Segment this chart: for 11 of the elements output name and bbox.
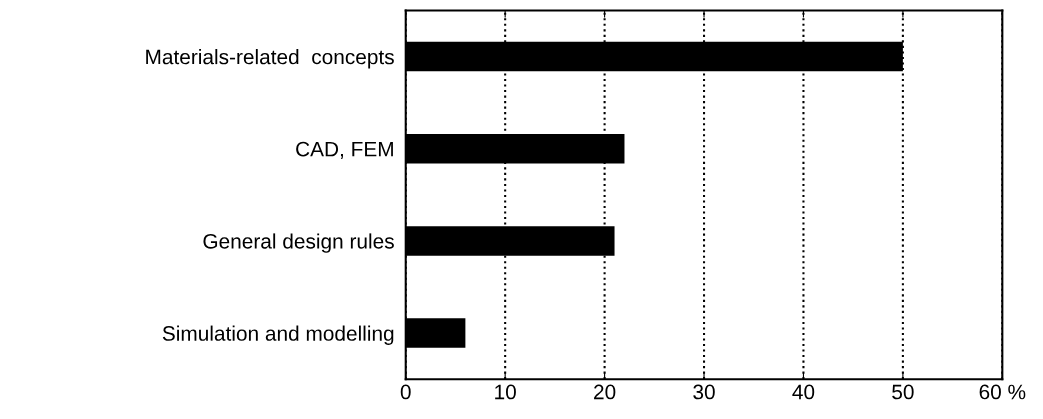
y-tick-label: CAD, FEM	[296, 141, 393, 159]
y-tick-label: Materials-related concepts	[146, 49, 394, 69]
x-tick-label: 0	[400, 384, 411, 400]
x-tick-label: 50	[892, 384, 914, 400]
x-tick-label: 40	[792, 384, 815, 400]
x-tick-label: 30	[693, 384, 715, 400]
x-tick-label: 60 %	[979, 384, 1026, 400]
x-tick-label: 20	[594, 384, 616, 400]
y-tick-label: Simulation and modelling	[162, 325, 394, 345]
y-tick-label: General design rules	[203, 233, 394, 253]
x-tick-label: 10	[495, 384, 516, 400]
